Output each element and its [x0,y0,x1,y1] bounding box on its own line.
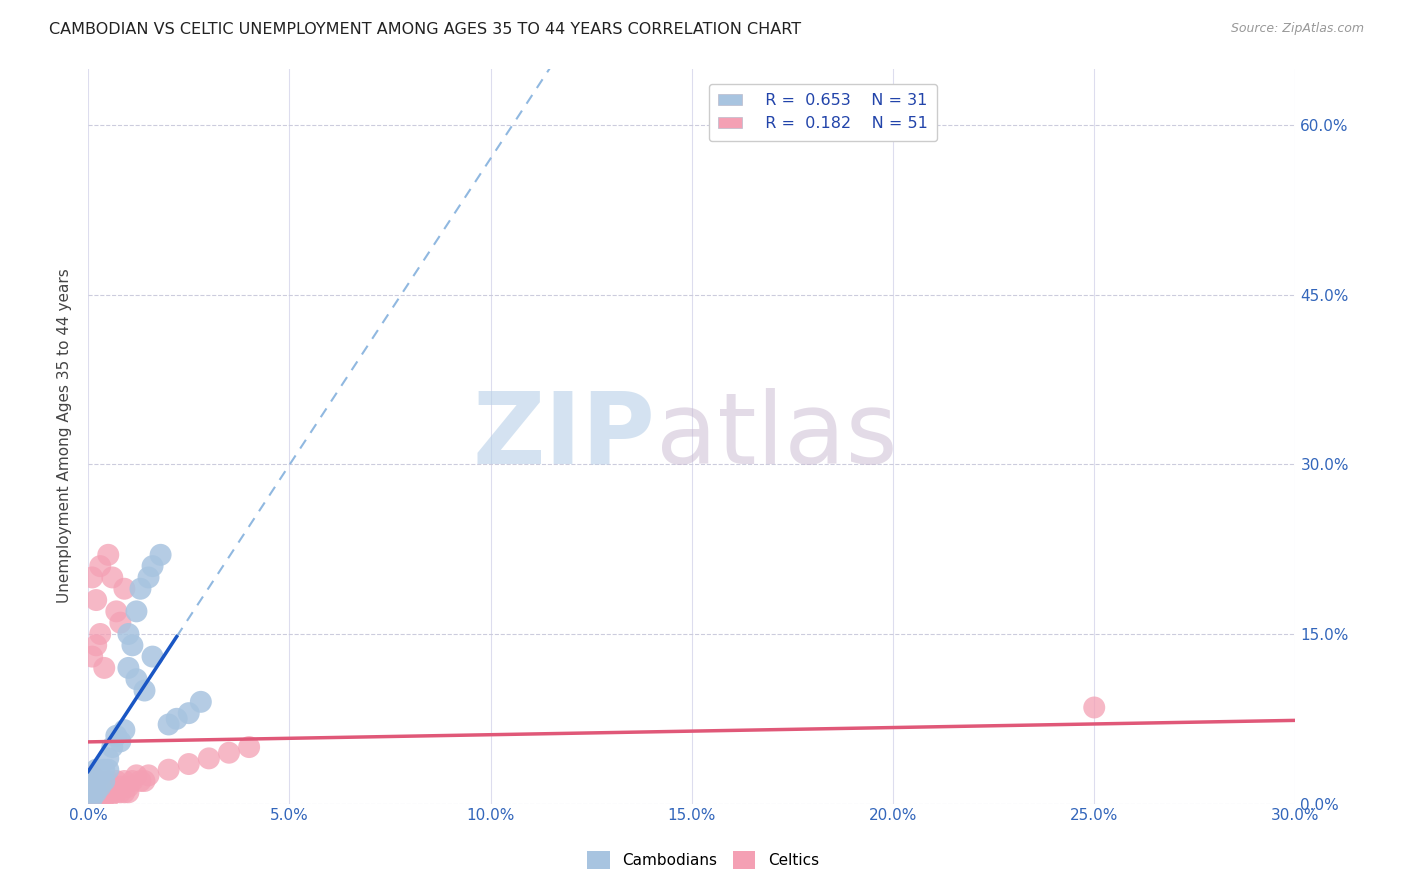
Point [177,706,200,720]
Point [134,774,156,789]
Point [112,582,135,596]
Point [93,785,115,799]
Point [129,582,152,596]
Point [84,780,107,794]
Point [125,672,148,686]
Point [101,740,124,755]
Point [82,780,104,794]
Point [82,570,104,584]
Point [110,785,132,799]
Point [101,570,124,584]
Point [82,774,104,789]
Point [84,785,107,799]
Y-axis label: Unemployment Among Ages 35 to 44 years: Unemployment Among Ages 35 to 44 years [58,268,72,604]
Point [93,780,115,794]
Point [110,615,132,630]
Point [138,570,160,584]
Legend:   R =  0.653    N = 31,   R =  0.182    N = 51: R = 0.653 N = 31, R = 0.182 N = 51 [709,84,938,141]
Point [177,757,200,772]
Point [93,774,115,789]
Legend: Cambodians, Celtics: Cambodians, Celtics [581,845,825,875]
Point [89,785,111,799]
Point [89,768,111,782]
Point [82,785,104,799]
Point [93,791,115,805]
Point [89,791,111,805]
Point [89,780,111,794]
Point [97,774,120,789]
Point [125,768,148,782]
Point [117,661,139,675]
Point [89,774,111,789]
Point [97,751,120,765]
Point [138,768,160,782]
Text: ZIP: ZIP [472,387,655,484]
Point [97,785,120,799]
Text: CAMBODIAN VS CELTIC UNEMPLOYMENT AMONG AGES 35 TO 44 YEARS CORRELATION CHART: CAMBODIAN VS CELTIC UNEMPLOYMENT AMONG A… [49,22,801,37]
Point [121,638,143,652]
Point [82,649,104,664]
Point [157,763,180,777]
Point [84,774,107,789]
Point [84,763,107,777]
Point [93,763,115,777]
Point [82,780,104,794]
Point [141,559,163,574]
Point [82,785,104,799]
Point [84,791,107,805]
Point [149,548,172,562]
Point [134,683,156,698]
Point [121,774,143,789]
Point [218,746,240,760]
Point [110,734,132,748]
Point [97,548,120,562]
Point [82,791,104,805]
Point [84,774,107,789]
Point [97,763,120,777]
Point [82,768,104,782]
Point [125,604,148,618]
Point [129,774,152,789]
Point [117,785,139,799]
Point [110,780,132,794]
Text: atlas: atlas [655,387,897,484]
Point [190,695,212,709]
Point [82,791,104,805]
Point [84,638,107,652]
Point [117,627,139,641]
Point [112,785,135,799]
Point [157,717,180,731]
Point [1083,700,1105,714]
Point [105,604,128,618]
Point [117,780,139,794]
Point [89,627,111,641]
Point [105,774,128,789]
Point [97,791,120,805]
Point [101,785,124,799]
Point [89,559,111,574]
Point [105,785,128,799]
Point [112,723,135,738]
Point [84,785,107,799]
Text: Source: ZipAtlas.com: Source: ZipAtlas.com [1230,22,1364,36]
Point [238,740,260,755]
Point [101,780,124,794]
Point [141,649,163,664]
Point [166,712,188,726]
Point [84,593,107,607]
Point [112,774,135,789]
Point [105,729,128,743]
Point [198,751,221,765]
Point [93,661,115,675]
